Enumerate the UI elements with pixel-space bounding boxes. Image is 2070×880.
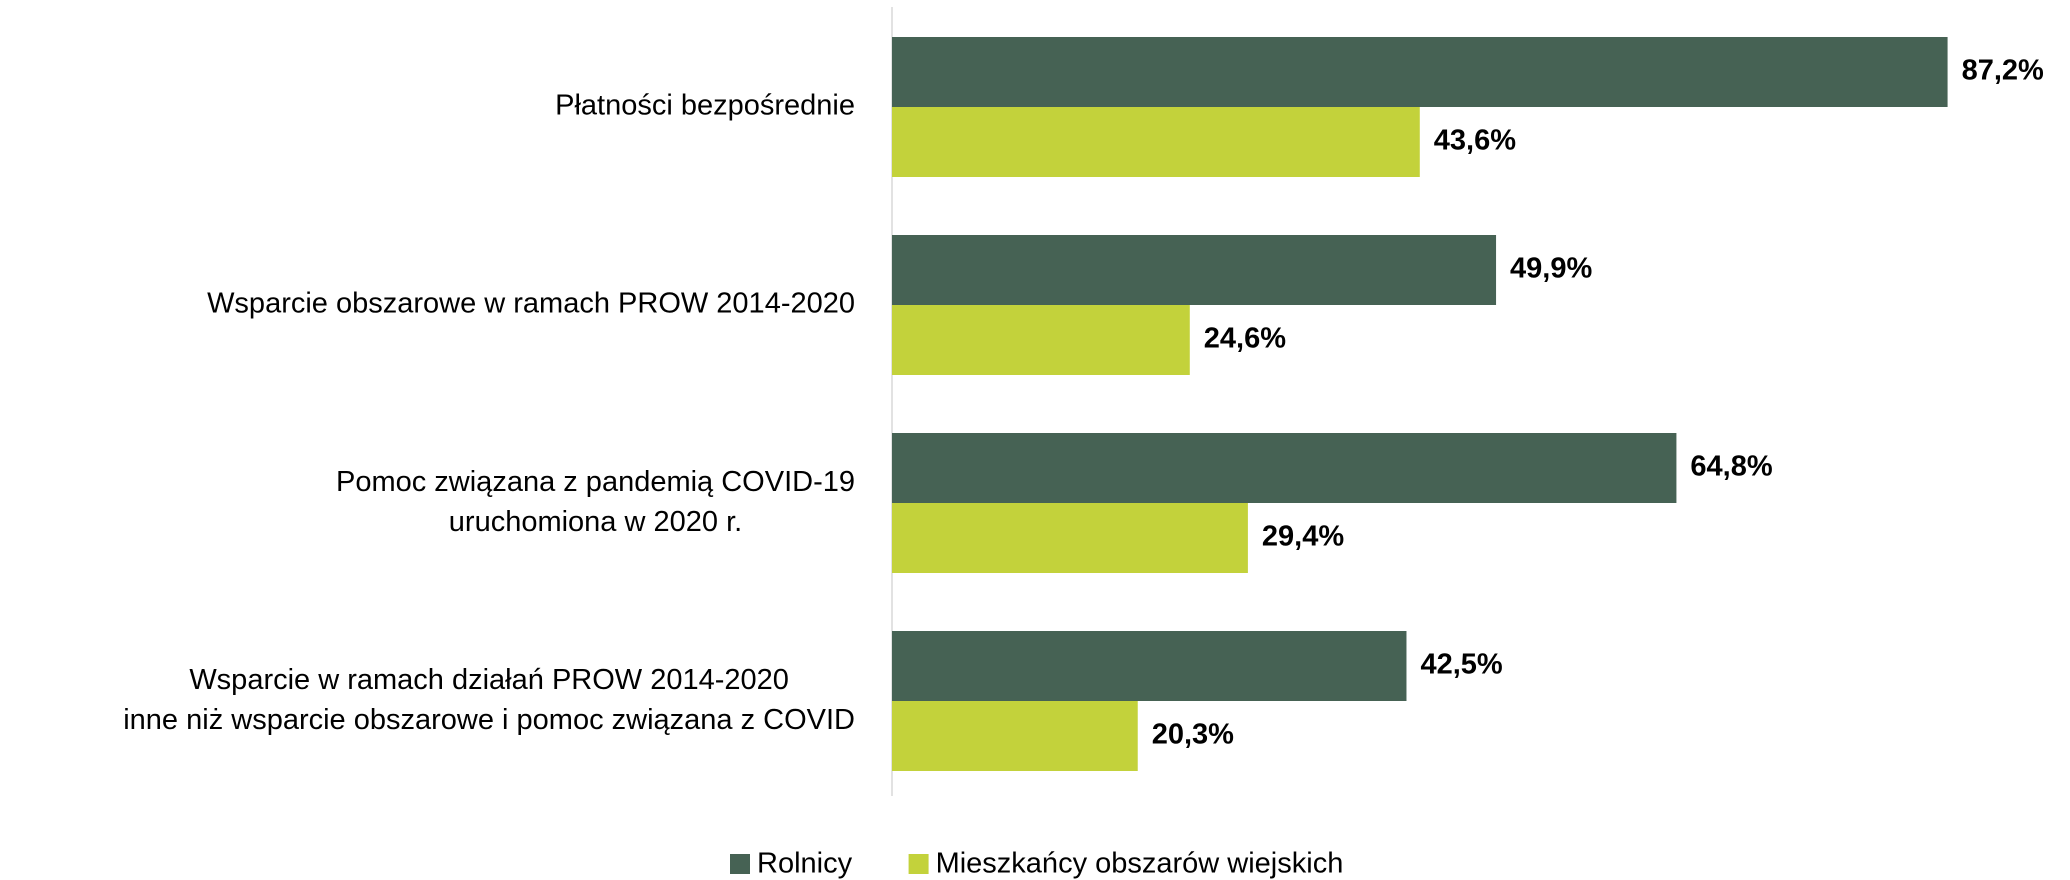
legend-swatch — [730, 854, 750, 874]
data-label: 20,3% — [1152, 719, 1234, 751]
bar — [892, 305, 1190, 375]
category-label: Wsparcie w ramach działań PROW 2014-2020… — [123, 664, 855, 736]
category-label: Wsparcie obszarowe w ramach PROW 2014-20… — [207, 288, 855, 320]
bar — [892, 433, 1677, 503]
data-label: 49,9% — [1510, 253, 1592, 285]
category-label: Płatności bezpośrednie — [555, 90, 855, 122]
data-label: 24,6% — [1204, 323, 1286, 355]
legend-swatch — [908, 854, 929, 874]
bar — [892, 37, 1948, 107]
bar — [892, 701, 1138, 771]
bar — [892, 107, 1420, 177]
bar — [892, 503, 1248, 573]
data-label: 42,5% — [1420, 649, 1502, 681]
data-label: 87,2% — [1962, 55, 2044, 87]
data-label: 43,6% — [1434, 125, 1516, 157]
bar — [892, 631, 1407, 701]
category-label: Pomoc związana z pandemią COVID-19 urucho… — [336, 466, 855, 538]
legend-label: Mieszkańcy obszarów wiejskich — [936, 848, 1344, 880]
legend-label: Rolnicy — [757, 848, 853, 880]
data-label: 29,4% — [1262, 521, 1344, 553]
data-label: 64,8% — [1690, 451, 1772, 483]
bar — [892, 235, 1497, 305]
